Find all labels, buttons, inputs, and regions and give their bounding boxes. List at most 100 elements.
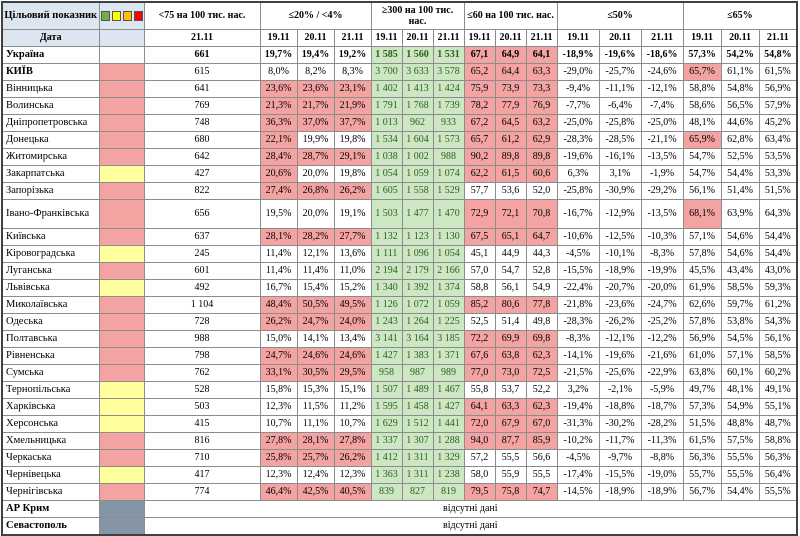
value-cell: 11,2% bbox=[333, 398, 372, 416]
value-cell: 12,4% bbox=[296, 466, 335, 484]
region-name: Хмельницька bbox=[1, 432, 100, 450]
value-cell: 76,9 bbox=[525, 97, 558, 115]
value-cell: 60,6 bbox=[525, 165, 558, 183]
value-cell: 44,3 bbox=[525, 245, 558, 263]
value-cell: -19,6% bbox=[598, 46, 642, 64]
zone-indicator bbox=[98, 381, 145, 399]
value-cell: 1 363 bbox=[370, 466, 403, 484]
value-cell: 1 243 bbox=[370, 313, 403, 331]
value-cell: 54,9% bbox=[720, 398, 760, 416]
value-cell: 62,3 bbox=[525, 347, 558, 365]
value-cell: -10,3% bbox=[640, 228, 684, 246]
value-cell: -14,1% bbox=[556, 347, 600, 365]
value-cell: 60,2% bbox=[758, 364, 798, 382]
value-cell: 3 633 bbox=[401, 63, 434, 81]
region-row: Сумська 762 33,1% 30,5% 29,5% 958 987 989 77,0 73… bbox=[1, 364, 798, 382]
value-cell: 63,3 bbox=[494, 398, 527, 416]
value-cell: 427 bbox=[143, 165, 261, 183]
value-cell: 29,5% bbox=[333, 364, 372, 382]
value-cell: 75,9 bbox=[463, 80, 496, 98]
value-cell: 57,1% bbox=[720, 347, 760, 365]
value-cell: 1 595 bbox=[370, 398, 403, 416]
value-cell: 28,1% bbox=[259, 228, 298, 246]
value-cell: 1 054 bbox=[432, 245, 465, 263]
value-cell: -8,8% bbox=[640, 449, 684, 467]
value-cell: 1 560 bbox=[401, 46, 434, 64]
value-cell: -28,3% bbox=[556, 131, 600, 149]
value-cell: 54,6% bbox=[720, 245, 760, 263]
value-cell: 46,4% bbox=[259, 483, 298, 501]
value-cell: 1 111 bbox=[370, 245, 403, 263]
value-cell: 54,4% bbox=[720, 165, 760, 183]
value-cell: -5,9% bbox=[640, 381, 684, 399]
value-cell: 64,1 bbox=[463, 398, 496, 416]
value-cell: 30,5% bbox=[296, 364, 335, 382]
value-cell: 1 427 bbox=[370, 347, 403, 365]
value-cell: 60,1% bbox=[720, 364, 760, 382]
value-cell: 1 264 bbox=[401, 313, 434, 331]
value-cell: 58,0 bbox=[463, 466, 496, 484]
value-cell: 55,1% bbox=[758, 398, 798, 416]
group-header-incidence-75: <75 на 100 тис. нас. bbox=[143, 1, 261, 30]
date-cell: 20.11 bbox=[720, 29, 760, 47]
value-cell: -9,7% bbox=[598, 449, 642, 467]
zone-indicator bbox=[98, 262, 145, 280]
region-row: Київська 637 28,1% 28,2% 27,7% 1 132 1 123 1 13… bbox=[1, 228, 798, 246]
date-cell: 19.11 bbox=[463, 29, 496, 47]
value-cell: 78,2 bbox=[463, 97, 496, 115]
value-cell: -25,6% bbox=[598, 364, 642, 382]
value-cell: 72,9 bbox=[463, 199, 496, 229]
zone-indicator bbox=[98, 432, 145, 450]
value-cell: 67,0 bbox=[525, 415, 558, 433]
value-cell: 55,5% bbox=[720, 449, 760, 467]
value-cell: -25,2% bbox=[640, 313, 684, 331]
value-cell: 26,8% bbox=[296, 182, 335, 200]
region-row: Тернопільська 528 15,8% 15,3% 15,1% 1 507 1 48… bbox=[1, 381, 798, 399]
value-cell: 2 179 bbox=[401, 262, 434, 280]
value-cell: 12,3% bbox=[259, 466, 298, 484]
value-cell: 1 371 bbox=[432, 347, 465, 365]
value-cell: 8,2% bbox=[296, 63, 335, 81]
value-cell: 827 bbox=[401, 483, 434, 501]
value-cell: 52,5% bbox=[720, 148, 760, 166]
value-cell: 19,2% bbox=[333, 46, 372, 64]
value-cell: 1 402 bbox=[370, 80, 403, 98]
value-cell: -18,9% bbox=[556, 46, 600, 64]
zone-indicator bbox=[98, 466, 145, 484]
value-cell: 56,1% bbox=[682, 182, 722, 200]
zone-indicator bbox=[98, 46, 145, 64]
zone-indicator bbox=[98, 517, 145, 536]
value-cell: 64,4 bbox=[494, 63, 527, 81]
value-cell: 64,1 bbox=[525, 46, 558, 64]
value-cell: 19,7% bbox=[259, 46, 298, 64]
region-name: КИЇВ bbox=[1, 63, 100, 81]
value-cell: -12,5% bbox=[598, 228, 642, 246]
value-cell: 13,6% bbox=[333, 245, 372, 263]
value-cell: 748 bbox=[143, 114, 261, 132]
value-cell: 601 bbox=[143, 262, 261, 280]
value-cell: 54,6% bbox=[720, 228, 760, 246]
region-name: Донецька bbox=[1, 131, 100, 149]
value-cell: 3 164 bbox=[401, 330, 434, 348]
date-cell: 21.11 bbox=[758, 29, 798, 47]
value-cell: 56,9% bbox=[758, 80, 798, 98]
value-cell: 988 bbox=[432, 148, 465, 166]
value-cell: 1 340 bbox=[370, 279, 403, 297]
value-cell: 69,9 bbox=[494, 330, 527, 348]
value-cell: 1 413 bbox=[401, 80, 434, 98]
value-cell: 15,0% bbox=[259, 330, 298, 348]
date-cell: 19.11 bbox=[682, 29, 722, 47]
value-cell: -25,0% bbox=[556, 114, 600, 132]
value-cell: 958 bbox=[370, 364, 403, 382]
value-cell: 57,8% bbox=[682, 313, 722, 331]
value-cell: -26,2% bbox=[598, 313, 642, 331]
value-cell: 21,3% bbox=[259, 97, 298, 115]
value-cell: 49,5% bbox=[333, 296, 372, 314]
value-cell: -20,7% bbox=[598, 279, 642, 297]
value-cell: 58,5% bbox=[720, 279, 760, 297]
value-cell: 11,4% bbox=[259, 245, 298, 263]
value-cell: 56,3% bbox=[758, 449, 798, 467]
value-cell: 28,7% bbox=[296, 148, 335, 166]
value-cell: 58,8% bbox=[682, 80, 722, 98]
